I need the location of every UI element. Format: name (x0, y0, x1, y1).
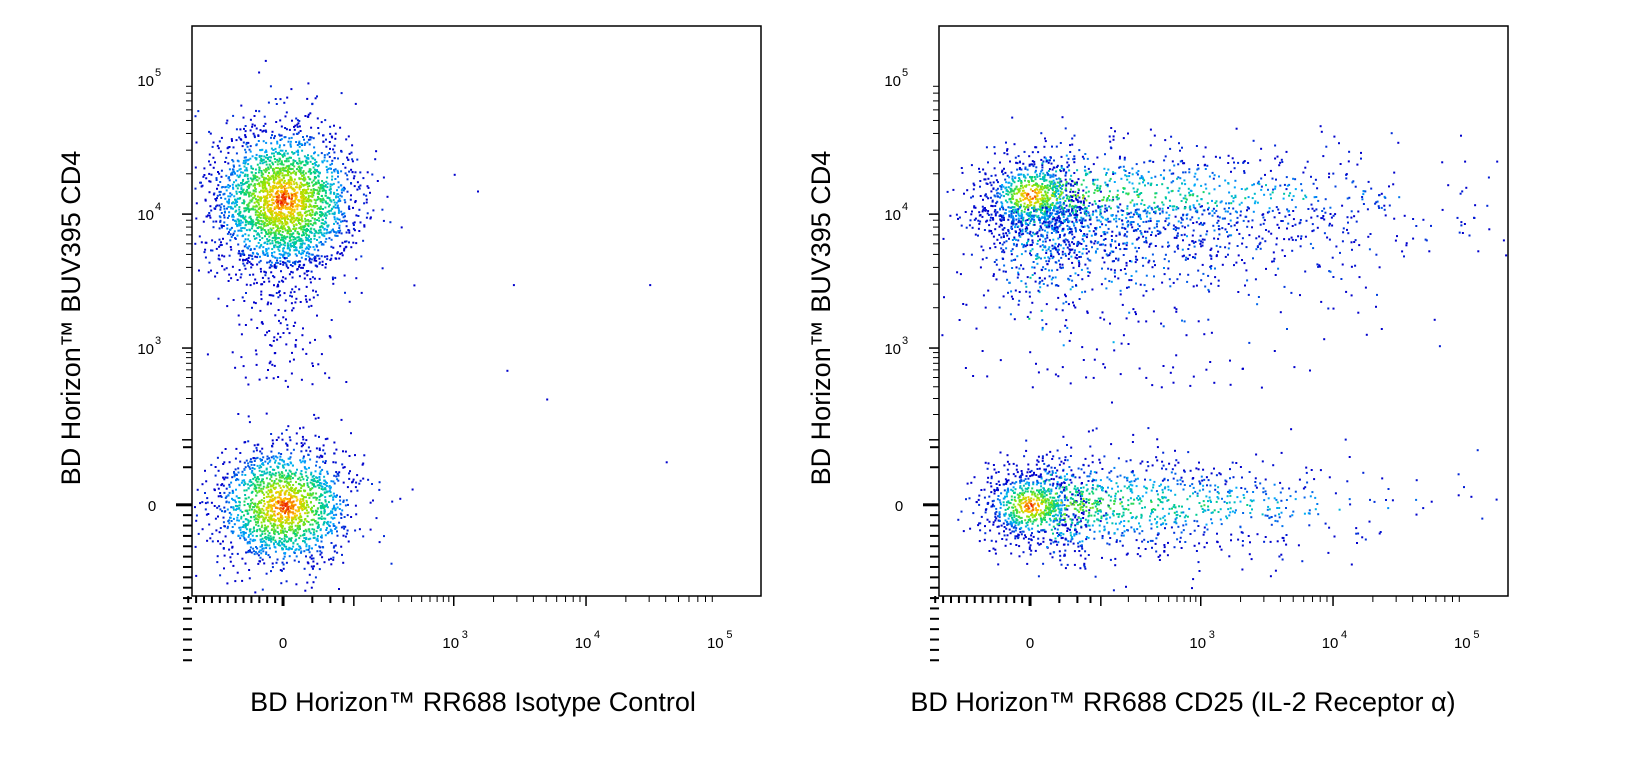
x-tick-base: 10 (442, 635, 459, 652)
y-tick-exponent: 3 (155, 335, 161, 347)
x-axis-ticks (188, 596, 712, 606)
x-axis-title: BD Horizon™ RR688 CD25 (IL-2 Receptor α) (910, 687, 1455, 717)
cluster-cd4-positive (943, 116, 1505, 347)
cluster-cd4-negative (957, 402, 1497, 592)
outlier-point (506, 370, 508, 372)
y-tick-base: 10 (137, 73, 154, 90)
x-tick-label: 0 (1026, 635, 1034, 652)
y-tick-base: 10 (884, 73, 901, 90)
plot-frame (192, 26, 761, 596)
x-tick-exponent: 5 (1473, 629, 1479, 641)
y-tick-base: 10 (137, 207, 154, 224)
outlier-point (546, 399, 548, 401)
outlier-events (1465, 187, 1507, 257)
x-tick-base: 10 (1454, 635, 1471, 652)
cluster-cd4-positive (194, 60, 415, 326)
outlier-point (454, 174, 456, 176)
x-axis-title: BD Horizon™ RR688 Isotype Control (250, 687, 696, 717)
x-tick-base: 10 (1189, 635, 1206, 652)
y-tick-exponent: 4 (155, 201, 161, 213)
outlier-point (1505, 254, 1507, 256)
cluster-cd4-negative (194, 413, 414, 594)
bridge-events (941, 254, 1382, 388)
y-tick-base: 10 (884, 341, 901, 358)
x-tick-base: 0 (1026, 635, 1034, 652)
outlier-point (1465, 187, 1467, 189)
y-axis-ticks (176, 86, 192, 660)
y-tick-label: 0 (895, 498, 903, 515)
outlier-point (666, 461, 668, 463)
x-tick-base: 10 (1322, 635, 1339, 652)
y-tick-base: 0 (895, 498, 903, 515)
y-axis-title: BD Horizon™ BUV395 CD4 (806, 151, 836, 486)
y-tick-exponent: 5 (155, 67, 161, 79)
y-tick-base: 10 (137, 341, 154, 358)
y-axis-ticks (923, 86, 939, 660)
outlier-point (477, 191, 479, 193)
outlier-point (649, 284, 651, 286)
outlier-point (513, 284, 515, 286)
x-tick-exponent: 5 (726, 629, 732, 641)
x-tick-exponent: 3 (1209, 629, 1215, 641)
x-tick-exponent: 4 (1341, 629, 1347, 641)
y-tick-base: 10 (884, 207, 901, 224)
x-tick-base: 10 (575, 635, 592, 652)
y-axis-title: BD Horizon™ BUV395 CD4 (56, 151, 86, 486)
x-tick-exponent: 4 (594, 629, 600, 641)
x-tick-base: 0 (279, 635, 287, 652)
x-axis-ticks (935, 596, 1459, 606)
y-tick-label: 0 (148, 498, 156, 515)
x-tick-label: 0 (279, 635, 287, 652)
y-tick-base: 0 (148, 498, 156, 515)
y-tick-exponent: 5 (902, 67, 908, 79)
data-points (194, 60, 668, 594)
x-tick-base: 10 (707, 635, 724, 652)
data-points (941, 116, 1507, 591)
y-tick-exponent: 4 (902, 201, 908, 213)
outlier-events (454, 174, 668, 464)
x-tick-exponent: 3 (462, 629, 468, 641)
y-tick-exponent: 3 (902, 335, 908, 347)
